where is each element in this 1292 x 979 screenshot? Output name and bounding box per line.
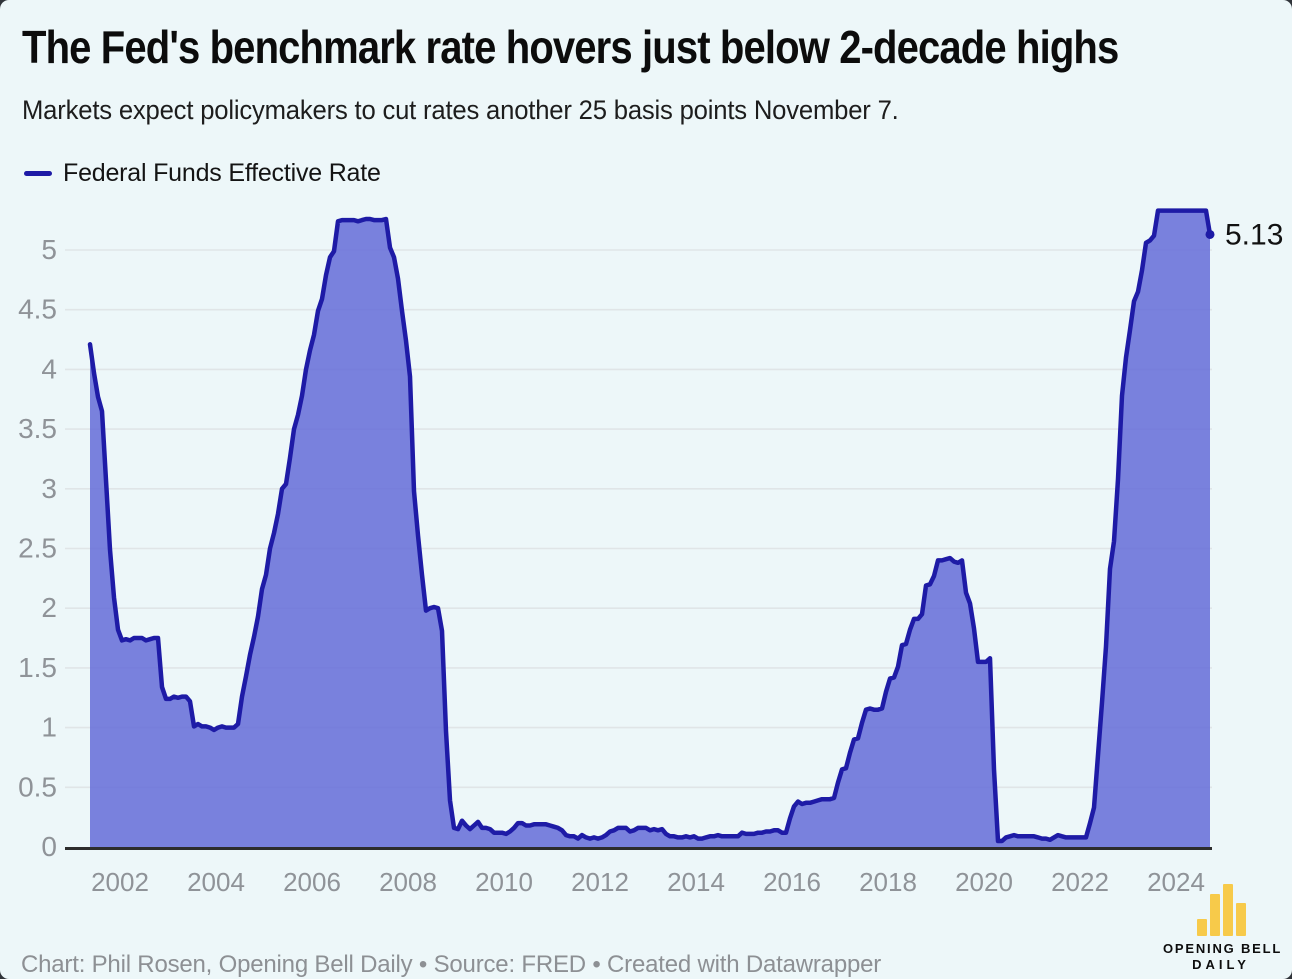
y-tick-label: 0 (41, 831, 57, 862)
x-tick-label: 2006 (283, 867, 341, 897)
x-tick-label: 2004 (187, 867, 245, 897)
x-tick-label: 2024 (1147, 867, 1205, 897)
y-tick-label: 3.5 (18, 413, 57, 444)
legend-line-swatch (24, 171, 52, 176)
x-tick-label: 2010 (475, 867, 533, 897)
x-tick-label: 2002 (91, 867, 149, 897)
x-tick-label: 2022 (1051, 867, 1109, 897)
rate-line (87, 208, 1213, 844)
y-tick-label: 2 (41, 592, 57, 623)
x-tick-label: 2012 (571, 867, 629, 897)
y-tick-label: 1.5 (18, 652, 57, 683)
legend: Federal Funds Effective Rate (24, 159, 381, 188)
x-tick-label: 2016 (763, 867, 821, 897)
end-value-label: 5.13 (1225, 218, 1283, 251)
chart-attribution: Chart: Phil Rosen, Opening Bell Daily • … (21, 951, 882, 978)
bar-chart-icon (1163, 884, 1279, 936)
logo-text-line1: OPENING BELL (1163, 941, 1283, 956)
page-title: The Fed's benchmark rate hovers just bel… (22, 21, 1119, 73)
y-tick-label: 5 (41, 234, 57, 265)
y-tick-label: 4 (41, 353, 57, 384)
area-fill (90, 210, 1210, 848)
y-tick-label: 1 (41, 712, 57, 743)
x-tick-label: 2008 (379, 867, 437, 897)
y-tick-label: 0.5 (18, 771, 57, 802)
y-tick-label: 4.5 (18, 294, 57, 325)
y-tick-label: 3 (41, 473, 57, 504)
x-tick-label: 2014 (667, 867, 725, 897)
opening-bell-daily-logo: OPENING BELL DAILY (1163, 884, 1283, 972)
logo-text-line2: DAILY (1192, 957, 1250, 972)
chart-subtitle: Markets expect policymakers to cut rates… (22, 95, 899, 125)
legend-label: Federal Funds Effective Rate (63, 159, 381, 187)
y-tick-label: 2.5 (18, 533, 57, 564)
end-point-dot (1205, 229, 1215, 239)
x-tick-label: 2018 (859, 867, 917, 897)
x-tick-label: 2020 (955, 867, 1013, 897)
